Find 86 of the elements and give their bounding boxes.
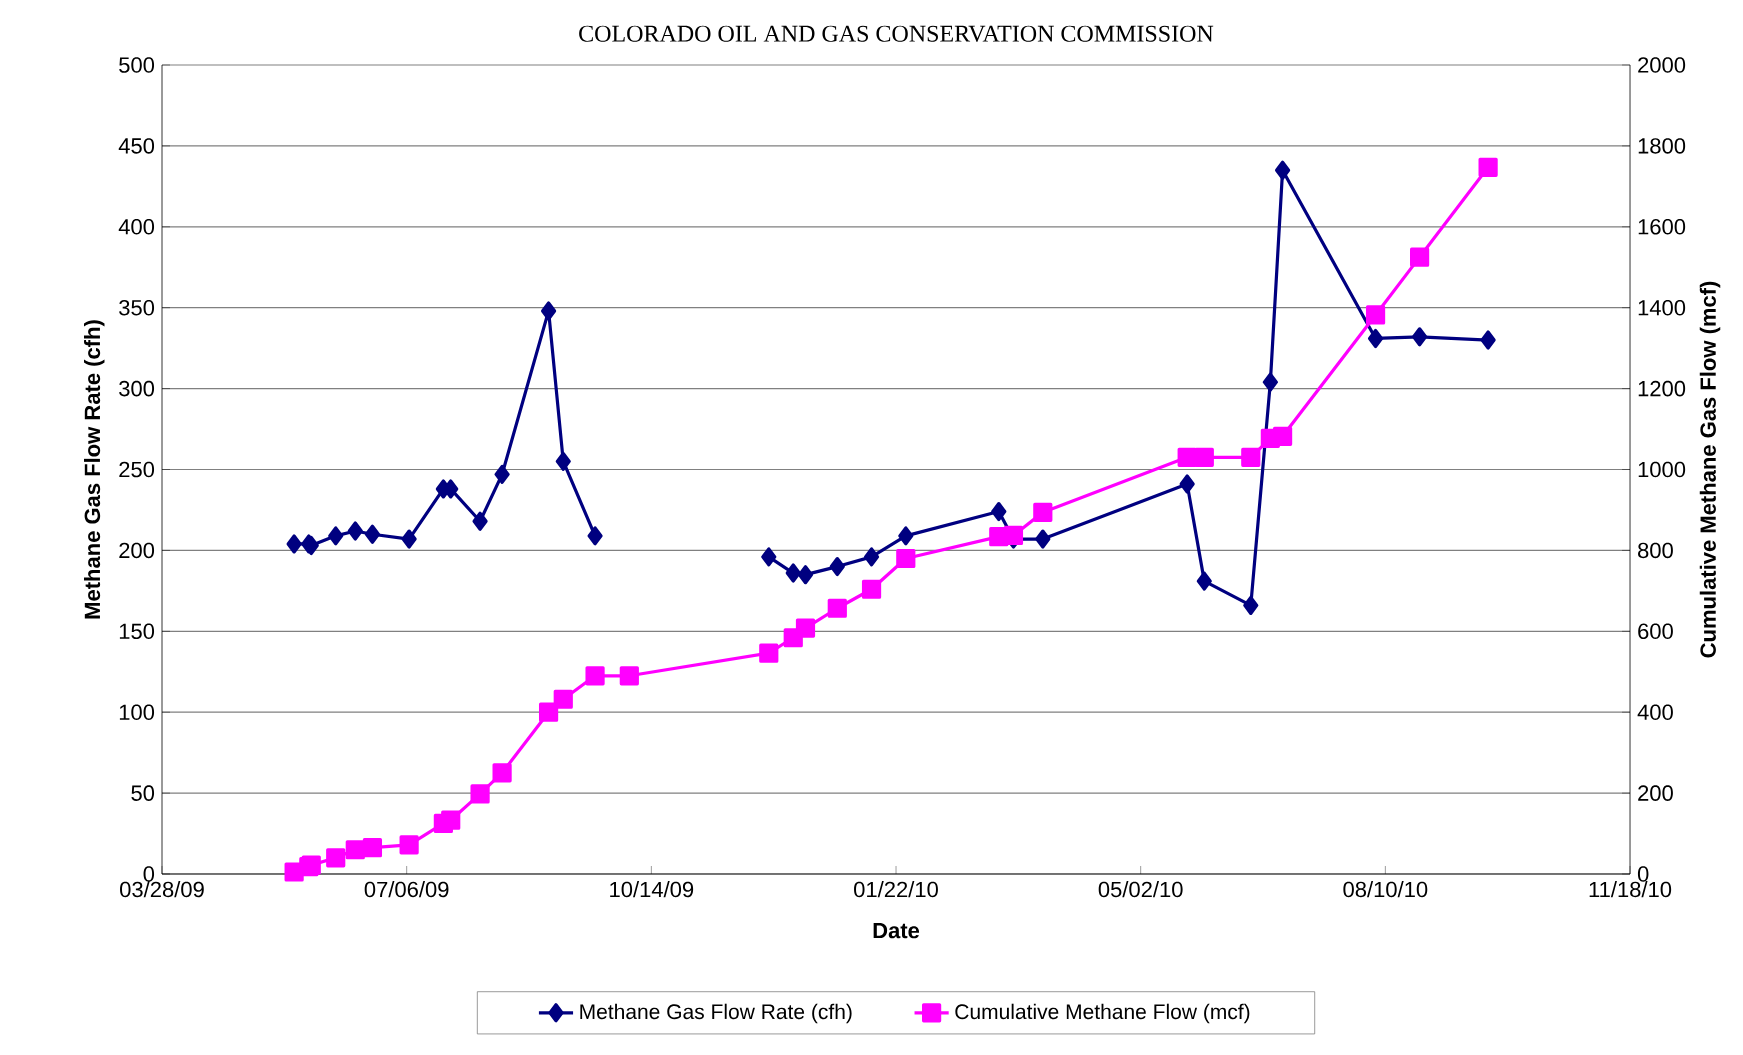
point <box>1274 160 1291 180</box>
point <box>619 666 639 686</box>
y2-axis-title: Cumulative Methane Gas Flow (mcf) <box>1699 281 1721 658</box>
y-tick-label: 0 <box>143 866 155 882</box>
x-tick-label: 03/28/09 <box>120 881 204 898</box>
point <box>795 618 816 638</box>
y-tick-label: 50 <box>131 785 155 801</box>
point <box>553 689 573 709</box>
y2-tick-label: 800 <box>1638 542 1673 559</box>
y2-tick-label: 1400 <box>1638 299 1686 316</box>
x-tick-label: 01/22/10 <box>854 881 938 898</box>
point <box>827 598 847 618</box>
y-tick-label: 400 <box>118 219 155 235</box>
chart-title: COLORADO OIL AND GAS CONSERVATION COMMISSION <box>579 25 1214 42</box>
point <box>401 529 417 549</box>
x-tick-label: 08/10/10 <box>1343 881 1428 898</box>
point <box>286 534 302 554</box>
point <box>1480 330 1496 350</box>
y2-tick-label: 1000 <box>1638 461 1686 478</box>
point <box>1035 529 1051 549</box>
point <box>1365 305 1386 325</box>
y2-tick-label: 1800 <box>1638 138 1686 154</box>
point <box>585 666 605 686</box>
point <box>1179 474 1195 494</box>
point <box>1367 328 1384 349</box>
point <box>1241 447 1261 467</box>
x-tick-label: 10/14/09 <box>610 881 694 898</box>
y2-tick-label: 1200 <box>1638 380 1686 397</box>
point <box>494 464 510 484</box>
legend-label: Cumulative Methane Flow (mcf) <box>955 1003 1250 1024</box>
point <box>362 838 383 858</box>
point <box>991 501 1007 522</box>
y-tick-label: 200 <box>119 542 155 559</box>
point <box>1243 595 1259 616</box>
point <box>1194 447 1214 467</box>
y2-tick-label: 0 <box>1637 866 1649 882</box>
y2-tick-label: 2000 <box>1638 57 1686 73</box>
x-axis-title: Date <box>873 922 920 939</box>
point <box>829 556 845 577</box>
point <box>759 643 779 663</box>
point <box>898 526 914 546</box>
y2-tick-label: 600 <box>1638 623 1673 640</box>
x-tick-label: 05/02/10 <box>1098 881 1183 898</box>
y-tick-label: 350 <box>119 299 155 316</box>
point <box>470 784 490 804</box>
x-tick-label: 07/06/09 <box>364 881 449 898</box>
y-tick-label: 150 <box>119 623 155 640</box>
x-tick-label: 11/18/10 <box>1589 881 1672 898</box>
point <box>364 524 381 544</box>
point <box>492 763 512 783</box>
point <box>328 526 344 546</box>
legend-label: Methane Gas Flow Rate (cfh) <box>580 1003 852 1024</box>
point <box>1478 157 1498 177</box>
point <box>1033 502 1053 522</box>
point <box>345 840 365 860</box>
point <box>797 565 814 585</box>
point <box>347 521 363 541</box>
y-tick-label: 100 <box>119 704 155 720</box>
point <box>896 548 916 569</box>
point <box>538 702 559 722</box>
point <box>863 547 880 567</box>
y-tick-label: 450 <box>118 138 155 154</box>
point <box>1272 426 1293 446</box>
point <box>1410 247 1430 267</box>
y-tick-label: 500 <box>119 57 155 73</box>
y-axis-title: Methane Gas Flow Rate (cfh) <box>84 320 105 619</box>
point <box>1003 525 1024 546</box>
point <box>785 563 801 583</box>
y-tick-label: 300 <box>119 380 155 397</box>
y2-tick-label: 400 <box>1637 704 1673 720</box>
y-tick-label: 250 <box>119 461 155 478</box>
y2-tick-label: 200 <box>1638 785 1673 801</box>
point <box>399 835 419 855</box>
point <box>861 579 882 599</box>
point <box>1412 327 1428 347</box>
point <box>441 810 461 830</box>
point <box>472 511 488 531</box>
point <box>1196 571 1212 591</box>
point <box>555 451 571 472</box>
point <box>540 301 557 321</box>
point <box>1262 372 1278 392</box>
point <box>761 547 777 567</box>
y2-tick-label: 1600 <box>1638 219 1686 235</box>
point <box>587 526 603 546</box>
point <box>1177 447 1197 467</box>
point <box>326 848 346 868</box>
